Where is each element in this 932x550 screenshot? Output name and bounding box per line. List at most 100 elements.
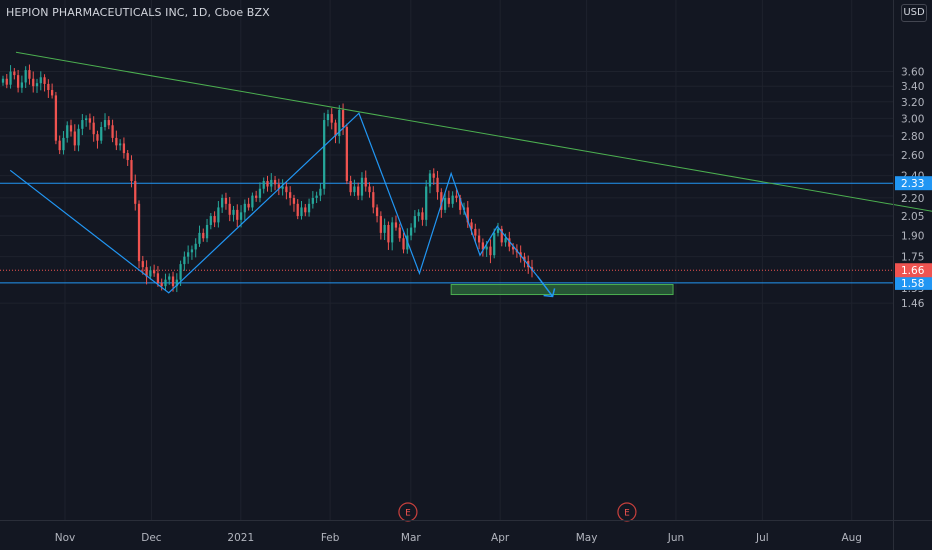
candle-body xyxy=(111,125,114,138)
candles xyxy=(1,64,534,293)
candle xyxy=(379,211,382,240)
candle xyxy=(266,175,269,192)
candle-body xyxy=(398,227,401,239)
candle-body xyxy=(50,90,54,96)
candle-body xyxy=(425,186,428,220)
candle-body xyxy=(54,95,58,141)
candle xyxy=(247,197,250,211)
earnings-marker[interactable]: E xyxy=(398,502,418,522)
candle xyxy=(62,131,65,155)
candle xyxy=(122,137,126,159)
candle xyxy=(28,64,31,85)
candle-body xyxy=(451,195,454,204)
candle-body xyxy=(153,270,156,274)
candle xyxy=(81,114,84,136)
candle xyxy=(273,176,277,191)
candle xyxy=(5,74,8,89)
candle-body xyxy=(466,207,469,223)
candle xyxy=(326,109,330,127)
candle-body xyxy=(239,212,243,220)
candle-body xyxy=(440,192,443,210)
candle-body xyxy=(504,238,507,243)
candle xyxy=(319,183,322,202)
candle xyxy=(156,266,160,287)
candle-body xyxy=(190,249,194,253)
candle-body xyxy=(103,120,107,128)
downtrend-line xyxy=(15,51,932,212)
candle-body xyxy=(364,177,367,187)
earnings-marker[interactable]: E xyxy=(617,502,637,522)
candle xyxy=(432,168,435,185)
candle xyxy=(334,119,337,144)
date-tick-label: Apr xyxy=(491,532,510,544)
candle xyxy=(425,180,428,227)
candle-body xyxy=(20,82,24,88)
candle xyxy=(73,124,76,151)
candle xyxy=(43,74,46,92)
candle xyxy=(243,199,246,221)
candle xyxy=(164,273,167,291)
candle-body xyxy=(251,195,254,208)
candle xyxy=(236,204,239,227)
candle-body xyxy=(88,118,92,123)
date-tick-label: Dec xyxy=(141,532,162,544)
level-price-tag-background xyxy=(895,275,932,290)
candle-body xyxy=(485,246,488,250)
candle-body xyxy=(255,195,258,198)
candle xyxy=(345,123,348,185)
candle-body xyxy=(119,143,122,146)
candle-body xyxy=(489,246,492,256)
price-tick-label: 1.90 xyxy=(901,231,924,243)
candle-body xyxy=(156,273,160,283)
date-tick-label: Nov xyxy=(55,532,76,544)
candle xyxy=(285,182,288,200)
candle-body xyxy=(247,203,250,208)
candle-body xyxy=(228,203,231,215)
candle xyxy=(92,116,95,142)
candle-body xyxy=(73,131,76,146)
candle xyxy=(307,198,311,217)
candle-body xyxy=(428,173,432,187)
candle xyxy=(205,218,209,243)
candle-body xyxy=(436,177,439,193)
earnings-marker-label: E xyxy=(624,509,630,519)
candle-body xyxy=(326,114,330,121)
candle xyxy=(311,191,314,209)
candle xyxy=(455,189,458,203)
candle xyxy=(66,121,69,143)
level-price-tag-background xyxy=(895,176,932,191)
candle-body xyxy=(281,186,284,189)
candle-body xyxy=(179,264,182,280)
candle xyxy=(1,75,5,86)
candle-body xyxy=(149,270,152,277)
candle-body xyxy=(443,197,447,210)
candle-body xyxy=(432,173,435,178)
candle xyxy=(224,192,228,210)
candle xyxy=(262,177,265,194)
candle xyxy=(360,172,364,201)
candle-body xyxy=(368,186,371,193)
candle-body xyxy=(402,238,405,250)
candle xyxy=(198,225,201,247)
price-tick-label: 2.20 xyxy=(901,193,924,205)
candle xyxy=(20,75,24,93)
candle xyxy=(409,223,413,241)
candle xyxy=(270,173,273,193)
candle-body xyxy=(66,125,69,138)
currency-button[interactable]: USD xyxy=(901,4,927,22)
candle-body xyxy=(319,188,322,196)
candle xyxy=(50,83,54,99)
date-tick-label: Jun xyxy=(667,532,684,544)
forecast-arrow-shaft xyxy=(537,276,554,297)
candle-body xyxy=(470,222,473,229)
level-price-tag-text: 1.58 xyxy=(901,278,924,290)
candle-body xyxy=(413,216,416,228)
candle xyxy=(194,238,197,258)
date-tick-label: May xyxy=(576,532,598,544)
candle-body xyxy=(183,256,186,265)
candle xyxy=(315,191,318,204)
candle xyxy=(500,225,503,247)
candle-body xyxy=(289,192,292,198)
